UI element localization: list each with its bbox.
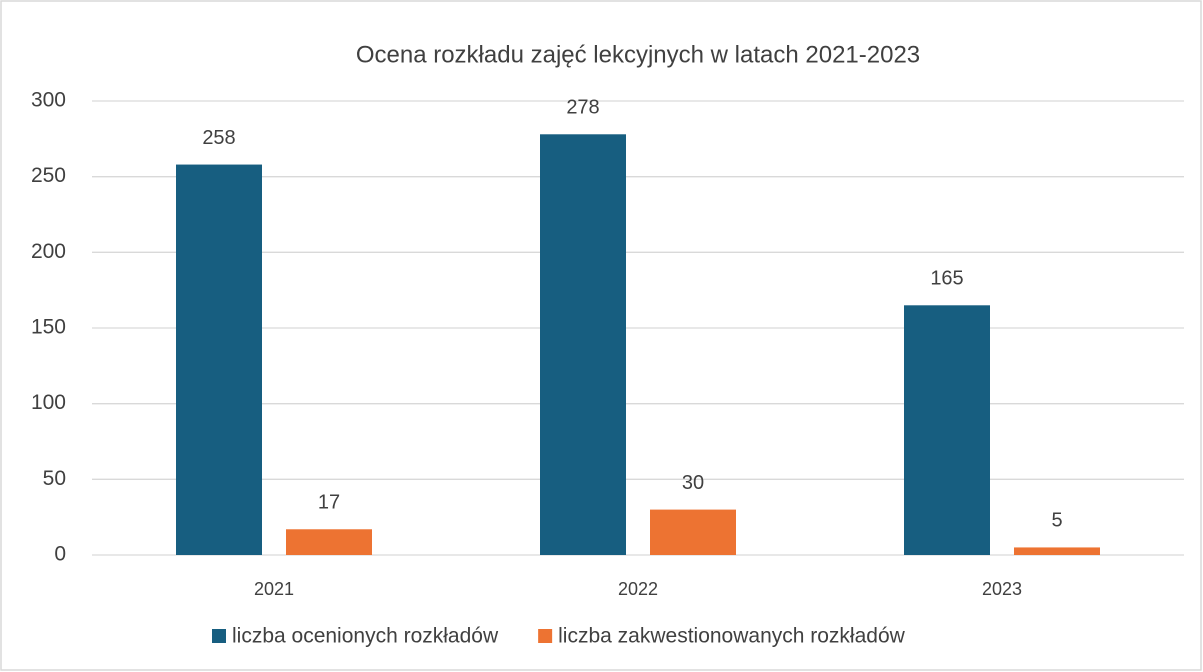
data-label: 17 <box>318 492 340 514</box>
y-tick-label: 250 <box>31 164 66 187</box>
y-tick-label: 150 <box>31 316 66 339</box>
x-tick-label: 2023 <box>982 579 1022 599</box>
data-label: 165 <box>930 268 963 290</box>
legend-label: liczba ocenionych rozkładów <box>232 625 499 648</box>
x-tick-label: 2021 <box>254 579 294 599</box>
bar <box>540 134 626 555</box>
data-label: 258 <box>202 127 235 149</box>
legend-label: liczba zakwestionowanych rozkładów <box>558 625 905 648</box>
legend-swatch <box>538 629 553 643</box>
x-tick-label: 2022 <box>618 579 658 599</box>
bar <box>1014 547 1100 555</box>
bar <box>904 305 990 555</box>
y-tick-label: 50 <box>43 467 66 490</box>
legend-swatch <box>212 629 226 643</box>
bar <box>286 529 372 555</box>
bar <box>650 509 736 555</box>
y-tick-label: 300 <box>31 89 66 112</box>
data-label: 30 <box>682 472 704 494</box>
data-label: 5 <box>1051 510 1062 532</box>
data-label: 278 <box>566 97 599 119</box>
chart-title: Ocena rozkładu zajęć lekcyjnych w latach… <box>356 41 920 68</box>
y-tick-label: 100 <box>31 391 66 414</box>
y-tick-label: 0 <box>54 543 66 566</box>
y-tick-label: 200 <box>31 240 66 263</box>
bar <box>176 164 262 555</box>
